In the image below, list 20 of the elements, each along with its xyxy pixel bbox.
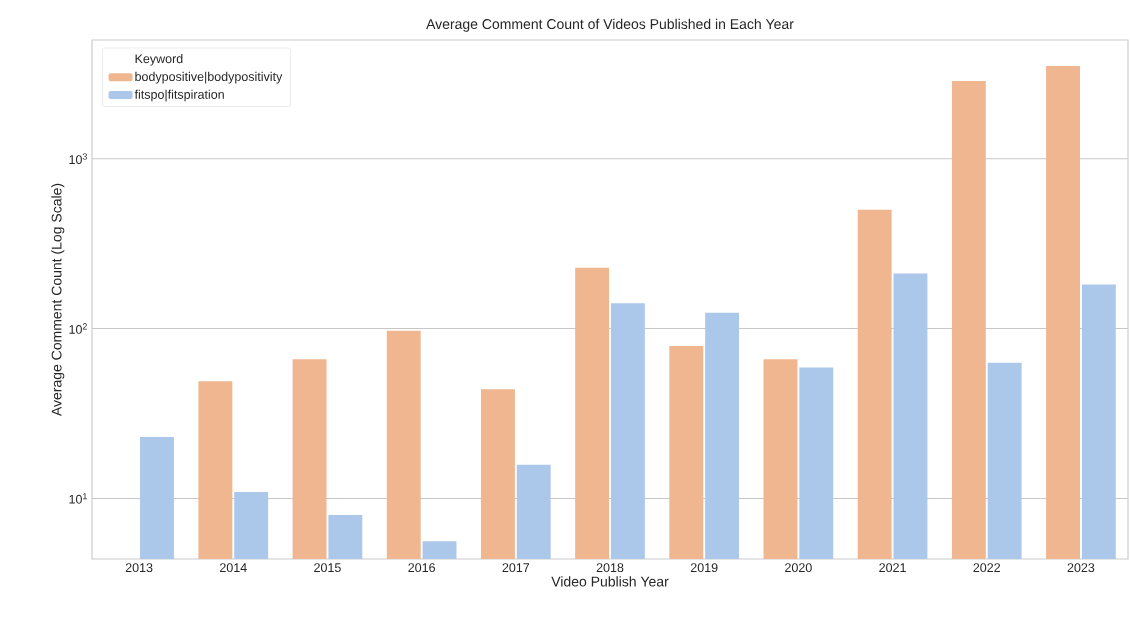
x-tick-label: 2020 xyxy=(785,563,812,573)
legend-title: Keyword xyxy=(135,53,183,66)
x-tick-label: 2014 xyxy=(220,563,247,573)
x-tick-label: 2017 xyxy=(502,563,530,573)
x-tick-label: 2022 xyxy=(973,563,1000,573)
y-tick-label: 10$^{1}$ xyxy=(69,493,87,504)
x-tick-label: 2013 xyxy=(125,563,153,573)
y-tick-label: 10$^{3}$ xyxy=(69,153,87,165)
x-tick-label: 2019 xyxy=(690,563,718,573)
chart-title: Average Comment Count of Videos Published in Each Year xyxy=(426,18,794,32)
y-tick-label: 10$^{2}$ xyxy=(69,323,87,334)
legend-label: fitspo|fitspiration xyxy=(134,89,224,102)
x-tick-label: 2016 xyxy=(408,563,435,573)
x-tick-label: 2021 xyxy=(879,563,906,573)
x-tick-label: 2023 xyxy=(1067,563,1095,573)
x-tick-label: 2015 xyxy=(314,563,341,573)
y-axis-title: Average Comment Count (Log Scale) xyxy=(51,183,65,417)
x-tick-label: 2018 xyxy=(596,563,624,573)
legend-label: bodypositive|bodypositivity xyxy=(135,71,283,84)
x-axis-title: Video Publish Year xyxy=(551,576,669,587)
